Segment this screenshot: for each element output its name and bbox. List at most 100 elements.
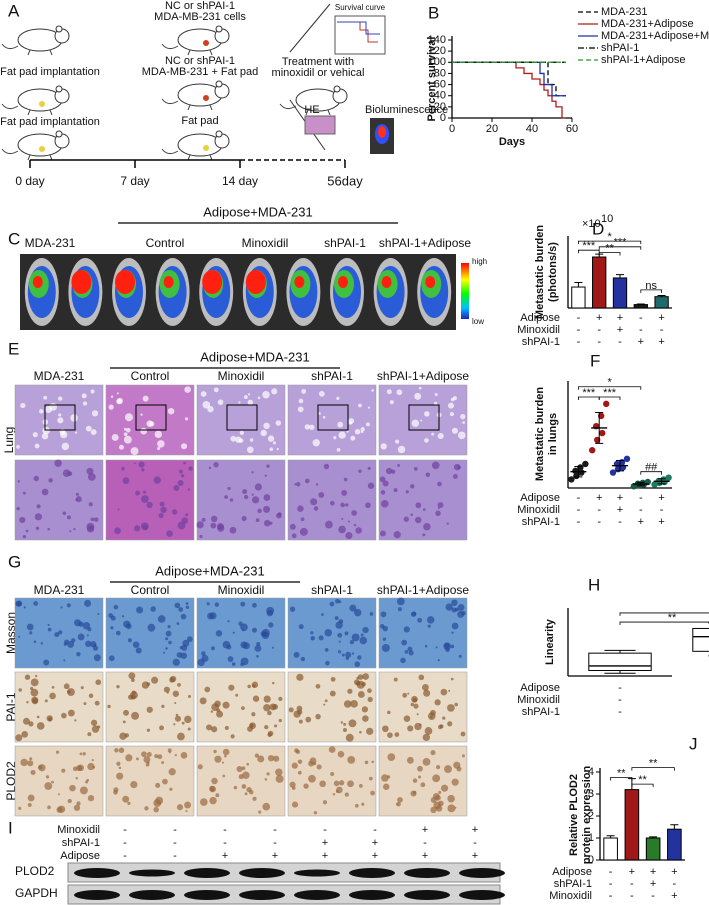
histology-texture [393, 677, 398, 682]
histology-texture [269, 447, 274, 452]
histology-texture [328, 746, 336, 753]
histology-texture [93, 517, 99, 522]
mouse-leg [305, 109, 309, 116]
condition-sign: - [273, 824, 277, 836]
panel-letter: B [428, 3, 439, 22]
histology-texture [361, 706, 369, 713]
histology-texture [135, 490, 141, 496]
panel-letter: F [590, 351, 600, 370]
histology-texture [310, 631, 314, 635]
histology-texture [188, 694, 192, 698]
column-label: shPAI-1+Adipose [377, 583, 469, 597]
timeline-label: 7 day [120, 174, 149, 188]
histology-texture [145, 762, 150, 767]
histology-texture [447, 794, 455, 803]
histology-texture [294, 483, 297, 486]
condition-sign: - [639, 312, 643, 324]
histology-texture [90, 389, 95, 394]
row-label: PLOD2 [4, 761, 18, 801]
histology-texture [181, 443, 188, 450]
histology-texture [451, 622, 459, 630]
histology-texture [240, 662, 244, 667]
histology-image [378, 384, 468, 456]
histology-texture [407, 725, 414, 732]
column-label: shPAI-1 [311, 583, 353, 597]
histology-texture [267, 730, 274, 737]
error-bar [595, 411, 604, 444]
histology-texture [157, 754, 163, 760]
histology-texture [272, 681, 275, 685]
colorbar-label: low [472, 317, 484, 326]
histology-texture [180, 752, 188, 759]
histology-texture [214, 755, 222, 763]
histology-texture [347, 780, 354, 788]
histology-texture [249, 722, 256, 730]
histology-texture [163, 686, 170, 693]
significance-label: ** [638, 774, 647, 786]
histology-texture [170, 675, 177, 683]
histology-texture [230, 734, 235, 739]
bar [654, 296, 669, 309]
histology-texture [437, 481, 442, 487]
tumor-site [203, 40, 209, 46]
row-label: PAI-1 [4, 692, 18, 721]
condition-label: Adipose [520, 492, 560, 504]
histology-texture [356, 676, 360, 680]
histology-texture [47, 623, 50, 627]
histology-texture [33, 601, 39, 606]
y-tick-label: 20 [434, 101, 446, 113]
signal-red [425, 276, 436, 288]
histology-texture [430, 806, 437, 814]
histology-texture [296, 705, 303, 712]
histology-texture [136, 606, 144, 614]
histology-texture [291, 801, 299, 808]
histology-texture [27, 760, 34, 767]
histology-texture [412, 697, 418, 703]
histology-texture [76, 651, 81, 657]
y-axis-label: Metastatic burden [534, 387, 546, 481]
histology-texture [141, 495, 149, 503]
histology-texture [271, 388, 278, 395]
column-label: shPAI-1 [311, 369, 353, 383]
condition-sign: - [618, 694, 622, 706]
x-axis-label: Days [499, 136, 525, 148]
histology-texture [40, 642, 44, 645]
histology-texture [386, 389, 392, 395]
histology-texture [25, 529, 29, 533]
histology-texture [30, 686, 34, 691]
histology-texture [92, 645, 99, 651]
y-tick-label: 4 [588, 766, 594, 778]
histology-texture [209, 796, 217, 805]
histology-texture [251, 627, 257, 633]
condition-sign: + [372, 850, 378, 862]
error-bar [670, 824, 679, 830]
histology-texture [122, 720, 126, 724]
histology-texture [360, 633, 364, 637]
histology-texture [266, 606, 275, 615]
histology-texture [77, 633, 85, 641]
histology-texture [17, 480, 21, 483]
mouse-leg [27, 154, 31, 161]
histology-texture [123, 435, 132, 444]
condition-sign: + [617, 504, 623, 516]
blot-band [184, 890, 230, 900]
blot-band [129, 869, 175, 877]
histology-texture [440, 688, 448, 696]
blot-band [184, 868, 230, 878]
histology-texture [413, 466, 418, 471]
histology-texture [128, 672, 136, 680]
histology-texture [34, 443, 40, 449]
histology-texture [354, 661, 361, 668]
histology-texture [184, 417, 189, 421]
condition-sign: + [671, 890, 677, 902]
histology-texture [420, 782, 426, 788]
histology-texture [267, 435, 275, 442]
histology-texture [30, 769, 36, 775]
histology-texture [341, 517, 344, 520]
histology-texture [169, 787, 173, 791]
histology-texture [138, 461, 145, 468]
histology-texture [241, 516, 247, 522]
histology-texture [174, 754, 177, 757]
histology-texture [293, 651, 300, 658]
histology-texture [379, 476, 386, 483]
